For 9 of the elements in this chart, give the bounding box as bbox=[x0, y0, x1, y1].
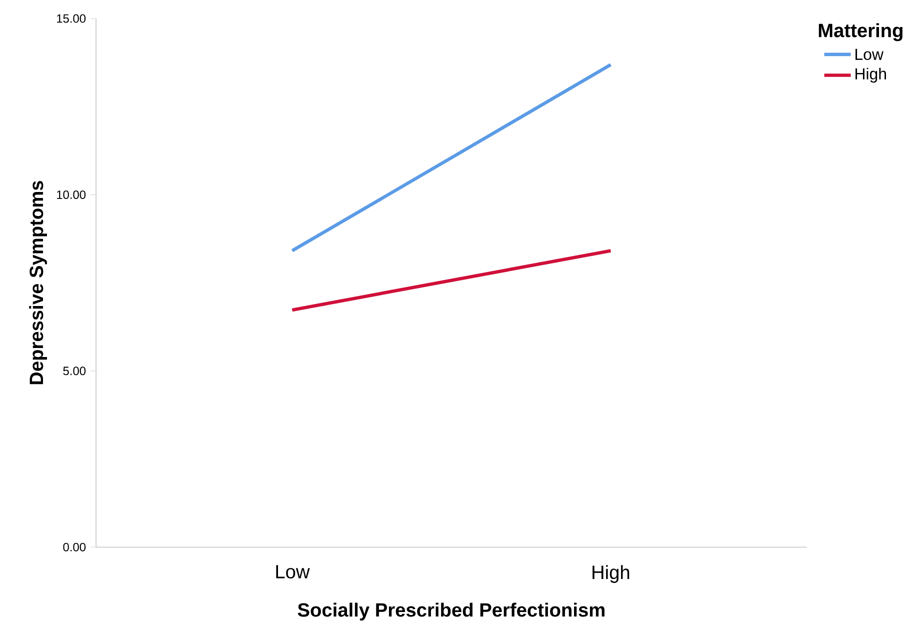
x-axis-title: Socially Prescribed Perfectionism bbox=[298, 602, 604, 620]
y-tick-label: 0.00 bbox=[63, 542, 86, 552]
legend-label: High bbox=[856, 68, 886, 83]
legend-label: Low bbox=[856, 48, 884, 60]
y-tick-label: 10.00 bbox=[57, 190, 86, 199]
legend-title: Mattering bbox=[818, 23, 902, 42]
y-axis-title: Depressive Symptoms bbox=[29, 180, 47, 384]
y-tick-label: 5.00 bbox=[63, 366, 86, 376]
y-tick-label: 15.00 bbox=[57, 14, 86, 23]
